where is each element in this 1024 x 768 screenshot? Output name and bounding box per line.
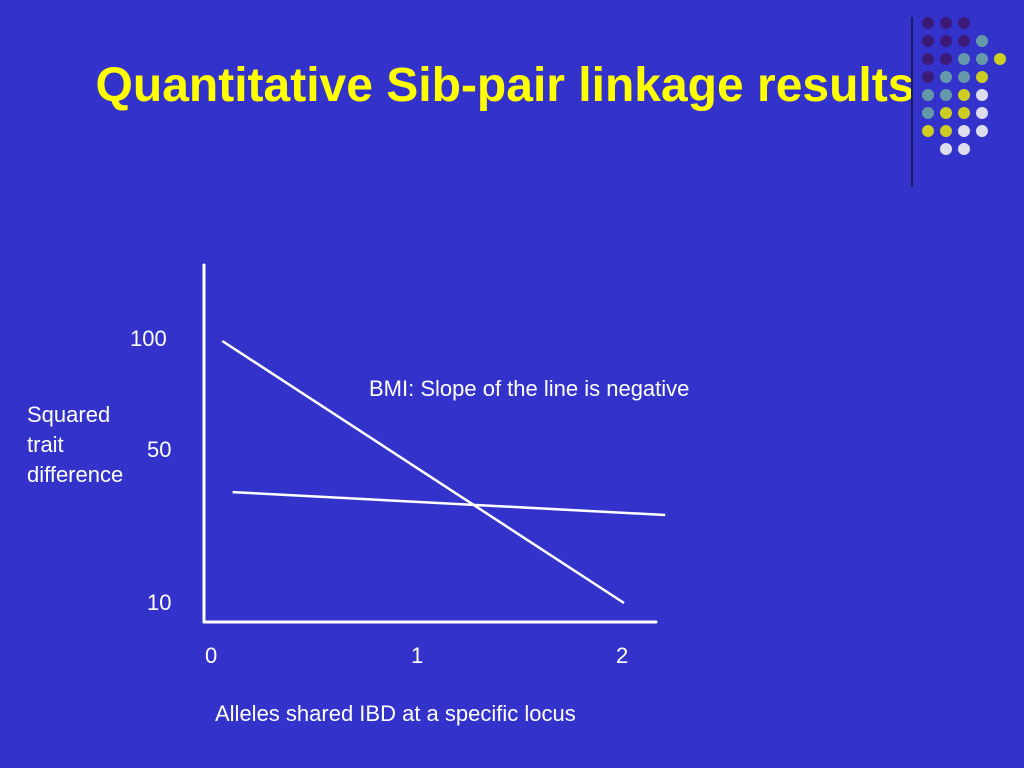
decorative-dot <box>958 107 970 119</box>
decorative-dot <box>940 35 952 47</box>
decorative-dot <box>940 143 952 155</box>
x-axis-label: Alleles shared IBD at a specific locus <box>215 701 576 726</box>
y-tick-10: 10 <box>147 590 172 615</box>
decorative-dot <box>958 17 970 29</box>
decorative-dot <box>976 71 988 83</box>
decorative-dot <box>994 53 1006 65</box>
decorative-dot <box>940 125 952 137</box>
decorative-dot <box>976 125 988 137</box>
decorative-dot <box>958 125 970 137</box>
decorative-dot <box>940 17 952 29</box>
y-tick-100: 100 <box>130 326 167 351</box>
x-tick-1: 1 <box>411 643 424 668</box>
decorative-dot <box>958 143 970 155</box>
series-line-2 <box>232 490 666 517</box>
decorative-dot <box>922 89 934 101</box>
decorative-dot <box>940 71 952 83</box>
decorative-dot <box>958 53 970 65</box>
decorative-dot <box>976 53 988 65</box>
decorative-dot <box>958 71 970 83</box>
slope-annotation: BMI: Slope of the line is negative <box>369 376 690 401</box>
decorative-dot <box>922 71 934 83</box>
slide-title: Quantitative Sib-pair linkage results <box>95 59 915 112</box>
decorative-dot <box>922 107 934 119</box>
decorative-dot <box>940 107 952 119</box>
decorative-dot <box>922 17 934 29</box>
decorative-dot <box>940 89 952 101</box>
x-tick-2: 2 <box>616 643 629 668</box>
decorative-dot <box>976 89 988 101</box>
decorative-dot <box>922 53 934 65</box>
y-tick-50: 50 <box>147 437 172 462</box>
decorative-dot <box>922 125 934 137</box>
decorative-dot <box>922 35 934 47</box>
x-tick-0: 0 <box>205 643 218 668</box>
series-line-1 <box>221 339 625 605</box>
decorative-dot <box>958 89 970 101</box>
decorative-dot <box>976 107 988 119</box>
decorative-dot <box>958 35 970 47</box>
decorative-dot <box>940 53 952 65</box>
decorative-dot <box>976 35 988 47</box>
y-axis-label: Squared trait difference <box>27 402 124 487</box>
corner-divider-line <box>911 17 913 187</box>
